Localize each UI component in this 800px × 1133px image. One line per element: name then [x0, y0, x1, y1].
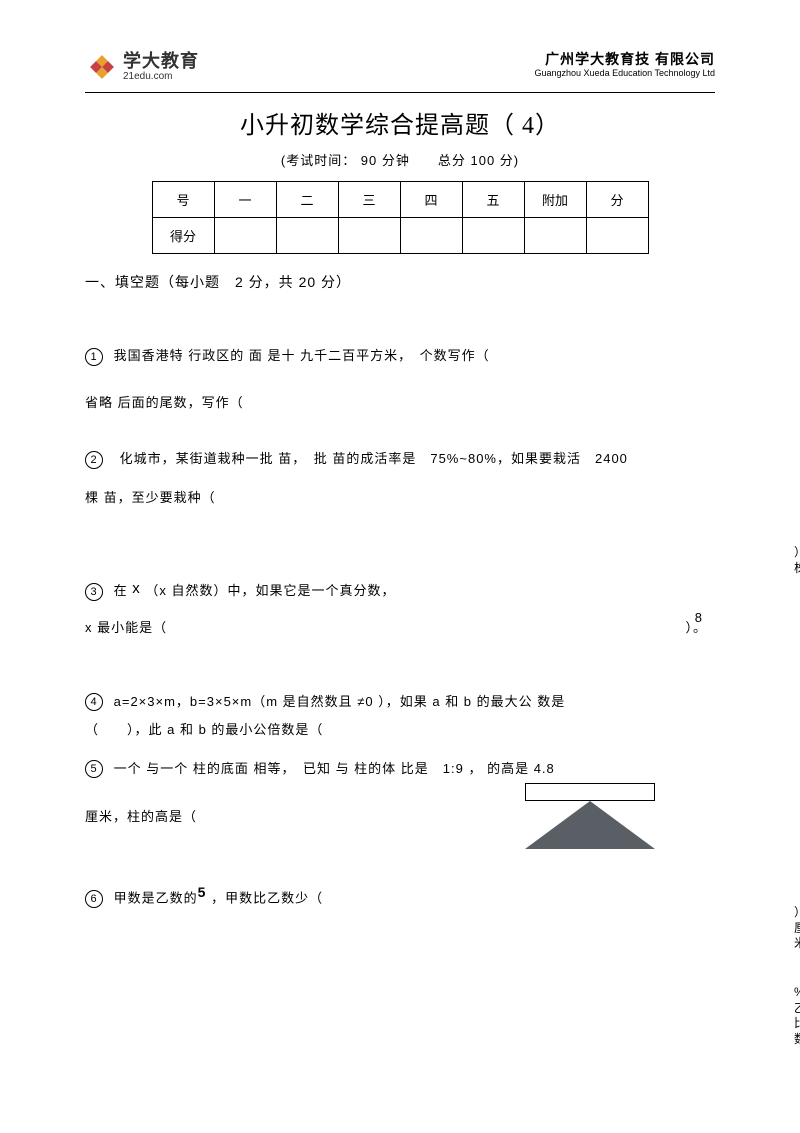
doc-title: 小升初数学综合提高题（ 4）	[85, 105, 715, 140]
question-number: 3	[85, 583, 103, 601]
margin-note: %乙比数	[794, 985, 800, 1047]
table-cell: 五	[462, 182, 524, 218]
question-6: 6 甲数是乙数的5 ，甲数比乙数少（	[85, 877, 715, 913]
logo: 学大教育 21edu.com	[85, 50, 199, 84]
table-cell	[400, 218, 462, 254]
section-title: 一、填空题（每小题 2 分，共 20 分）	[85, 272, 715, 292]
question-text: （ ），此 a 和 b 的最小公倍数是（	[85, 716, 715, 745]
table-cell	[524, 218, 586, 254]
margin-note: ）厘米	[794, 905, 800, 952]
variable-x: x	[132, 580, 141, 597]
table-cell: 四	[400, 182, 462, 218]
question-text: （x 自然数）中，如果它是一个真分数，	[145, 583, 395, 598]
question-number: 6	[85, 890, 103, 908]
margin-note: ）株	[794, 545, 800, 576]
number-eight: 8	[695, 604, 703, 633]
question-number: 1	[85, 348, 103, 366]
question-text: 我国香港特 行政区的 面 是十 九千二百平方米， 个数写作（	[114, 348, 490, 363]
logo-main-text: 学大教育	[123, 52, 199, 72]
table-row: 号 一 二 三 四 五 附加 分	[152, 182, 648, 218]
logo-sub-text: 21edu.com	[123, 71, 199, 82]
table-cell: 一	[214, 182, 276, 218]
question-1: 1 我国香港特 行政区的 面 是十 九千二百平方米， 个数写作（ 省略 后面的尾…	[85, 342, 715, 417]
table-cell: 得分	[152, 218, 214, 254]
question-number: 2	[85, 451, 103, 469]
question-text: 一个 与一个 柱的底面 相等， 已知 与 柱的体 比是 1:9 ， 的高是 4.…	[114, 761, 555, 776]
superscript: 5	[198, 884, 207, 900]
question-text: 甲数是乙数的	[114, 890, 198, 905]
company-name-en: Guangzhou Xueda Education Technology Ltd	[535, 68, 715, 80]
table-cell: 号	[152, 182, 214, 218]
question-5: 5 一个 与一个 柱的底面 相等， 已知 与 柱的体 比是 1:9 ， 的高是 …	[85, 755, 715, 832]
question-2: 2 化城市，某街道栽种一批 苗， 批 苗的成活率是 75%~80%，如果要栽活 …	[85, 445, 715, 512]
score-table: 号 一 二 三 四 五 附加 分 得分	[152, 181, 649, 254]
question-text: 棵 苗，至少要栽种（	[85, 484, 715, 513]
company-name-cn: 广州学大教育技 有限公司	[535, 50, 715, 68]
page-header: 学大教育 21edu.com 广州学大教育技 有限公司 Guangzhou Xu…	[85, 50, 715, 93]
table-cell	[586, 218, 648, 254]
table-cell: 三	[338, 182, 400, 218]
question-text: ，甲数比乙数少（	[211, 890, 323, 905]
table-cell	[338, 218, 400, 254]
figure-triangle	[525, 801, 655, 849]
table-cell	[214, 218, 276, 254]
triangle-figure	[525, 783, 655, 849]
question-number: 5	[85, 760, 103, 778]
table-cell: 分	[586, 182, 648, 218]
question-3: 3 在 x （x 自然数）中，如果它是一个真分数， 8 x 最小能是（ ）。	[85, 572, 715, 642]
question-number: 4	[85, 693, 103, 711]
logo-text: 学大教育 21edu.com	[123, 52, 199, 83]
doc-subtitle: (考试时间： 90 分钟 总分 100 分)	[85, 150, 715, 169]
question-text: a=2×3×m，b=3×5×m（m 是自然数且 ≠0 ），如果 a 和 b 的最…	[114, 694, 566, 709]
table-row: 得分	[152, 218, 648, 254]
question-text: 在	[114, 583, 133, 598]
question-4: 4 a=2×3×m，b=3×5×m（m 是自然数且 ≠0 ），如果 a 和 b …	[85, 688, 715, 745]
table-cell	[276, 218, 338, 254]
company-info: 广州学大教育技 有限公司 Guangzhou Xueda Education T…	[535, 50, 715, 80]
question-text: x 最小能是（ ）。	[85, 614, 715, 643]
table-cell: 附加	[524, 182, 586, 218]
table-cell	[462, 218, 524, 254]
logo-icon	[85, 50, 119, 84]
figure-rect	[525, 783, 655, 801]
question-text: 化城市，某街道栽种一批 苗， 批 苗的成活率是 75%~80%，如果要栽活 24…	[120, 451, 628, 466]
table-cell: 二	[276, 182, 338, 218]
question-text: 省略 后面的尾数，写作（	[85, 389, 715, 418]
